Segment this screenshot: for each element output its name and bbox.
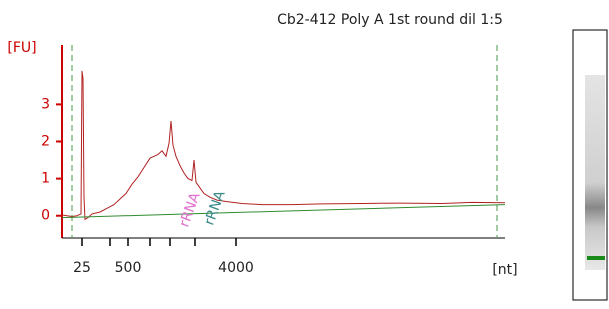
- x-tick-label: 4000: [218, 260, 254, 276]
- x-tick-label: 500: [115, 260, 142, 276]
- gel-lane: [585, 75, 605, 270]
- x-tick-label: 25: [73, 260, 91, 276]
- gel-marker-band: [587, 256, 605, 260]
- chart-title: Cb2-412 Poly A 1st round dil 1:5: [277, 12, 503, 28]
- chart: Cb2-412 Poly A 1st round dil 1:5 [FU] [n…: [0, 0, 609, 305]
- y-tick-label: 0: [41, 208, 50, 224]
- trace: [62, 71, 505, 219]
- y-axis-label: [FU]: [7, 40, 36, 56]
- y-tick-label: 1: [41, 171, 50, 187]
- trace: [62, 205, 505, 218]
- annotation: rRNA: [176, 190, 203, 229]
- x-axis-label: [nt]: [492, 262, 517, 278]
- y-tick-label: 2: [41, 134, 50, 150]
- y-tick-label: 3: [41, 96, 50, 112]
